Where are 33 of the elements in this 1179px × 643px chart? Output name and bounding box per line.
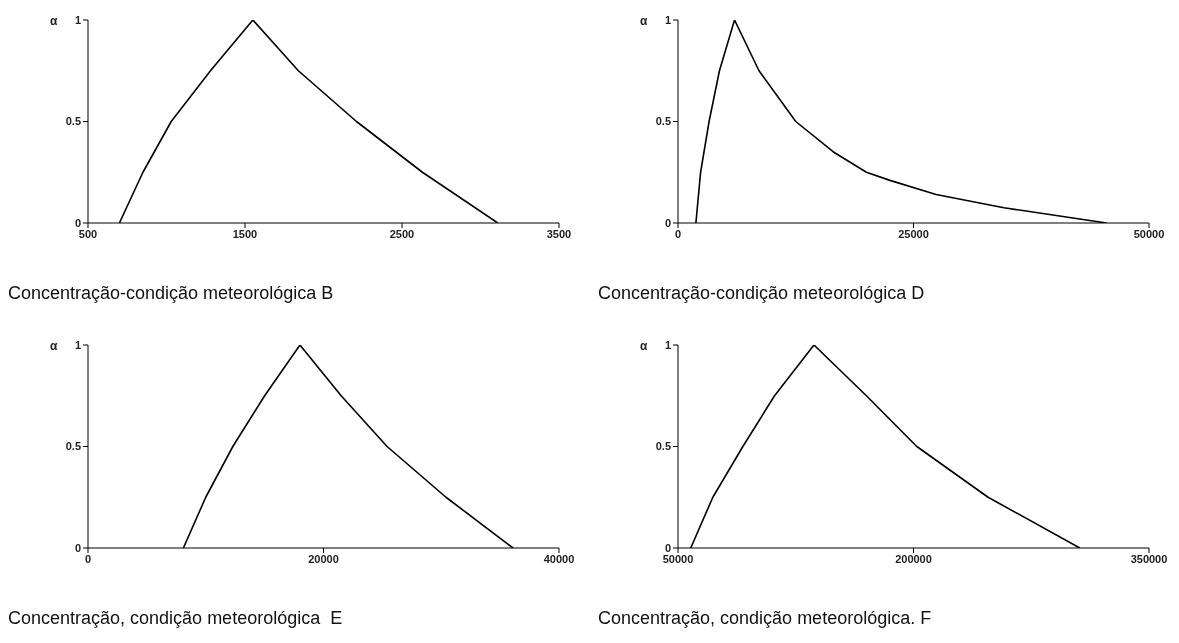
y-tick-label: 0.5: [655, 440, 671, 453]
y-tick-label: 0.5: [65, 440, 81, 453]
y-tick-label: 0: [74, 541, 81, 554]
text: Concentração, condição meteorológica. F: [598, 608, 932, 629]
x-tick-label: 40000: [543, 552, 575, 565]
x-tick-label: 2500: [389, 227, 415, 240]
x-tick-label: 500: [78, 227, 98, 240]
text: Concentração-condição meteorológica D: [598, 283, 925, 304]
y-axis-title: α: [50, 14, 58, 28]
y-tick-label: 1: [74, 338, 81, 351]
y-tick-label: 1: [664, 13, 671, 26]
y-axis-title: α: [50, 339, 58, 353]
x-tick-label: 50000: [662, 552, 694, 565]
x-tick-label: 350000: [1130, 552, 1168, 565]
x-tick-label: 50000: [1133, 227, 1165, 240]
y-tick-label: 1: [664, 338, 671, 351]
y-tick-label: 1: [74, 13, 81, 26]
text: Concentração-condição meteorológica B: [8, 283, 334, 304]
x-tick-label: 1500: [232, 227, 258, 240]
x-tick-label: 0: [674, 227, 682, 240]
x-tick-label: 20000: [308, 552, 339, 565]
y-axis-title: α: [640, 14, 648, 28]
y-tick-label: 0: [664, 541, 671, 554]
x-tick-label: 25000: [898, 227, 929, 240]
x-tick-label: 0: [84, 552, 92, 565]
y-tick-label: 0: [664, 216, 671, 229]
y-tick-label: 0.5: [65, 115, 81, 128]
y-tick-label: 0.5: [655, 115, 671, 128]
y-tick-label: 0: [74, 216, 81, 229]
text: Concentração, condição meteorológica E: [8, 608, 343, 629]
x-tick-label: 3500: [546, 227, 572, 240]
x-tick-label: 200000: [895, 552, 932, 565]
y-axis-title: α: [640, 339, 648, 353]
